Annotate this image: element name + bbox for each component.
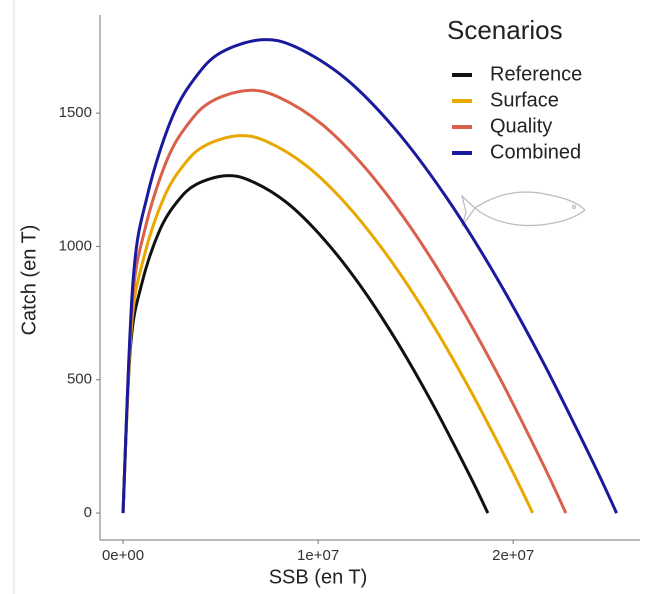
x-tick-label: 1e+07 [297,547,339,564]
x-tick-label: 0e+00 [102,547,144,564]
legend-label: Quality [490,115,552,137]
y-tick-label: 500 [67,371,92,388]
legend-label: Combined [490,141,581,163]
y-tick-label: 1500 [59,104,92,121]
fish-icon [460,191,586,227]
line-series [121,38,618,514]
line-series [121,134,535,514]
x-axis-title: SSB (en T) [269,566,368,588]
legend-title: Scenarios [447,15,563,45]
y-tick-label: 1000 [59,237,92,254]
legend-label: Reference [490,63,582,85]
line-series [121,174,490,514]
y-axis-title: Catch (en T) [18,225,40,336]
line-series [121,88,568,514]
x-tick-label: 2e+07 [492,547,534,564]
legend-label: Surface [490,89,559,111]
y-tick-label: 0 [84,504,92,521]
